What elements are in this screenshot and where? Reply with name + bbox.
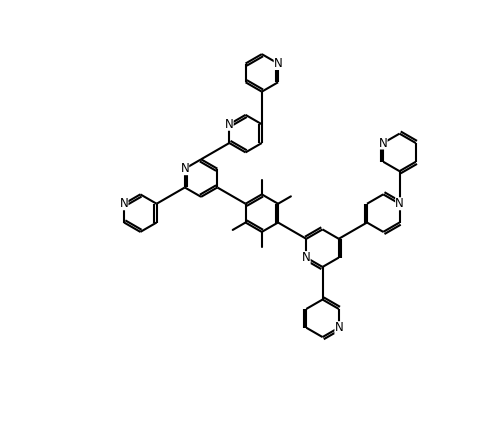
Text: N: N xyxy=(395,197,404,210)
Text: N: N xyxy=(334,321,343,334)
Text: N: N xyxy=(379,137,387,150)
Text: N: N xyxy=(225,118,234,131)
Text: N: N xyxy=(120,197,129,210)
Text: N: N xyxy=(274,57,282,70)
Text: N: N xyxy=(302,251,311,264)
Text: N: N xyxy=(180,162,189,175)
